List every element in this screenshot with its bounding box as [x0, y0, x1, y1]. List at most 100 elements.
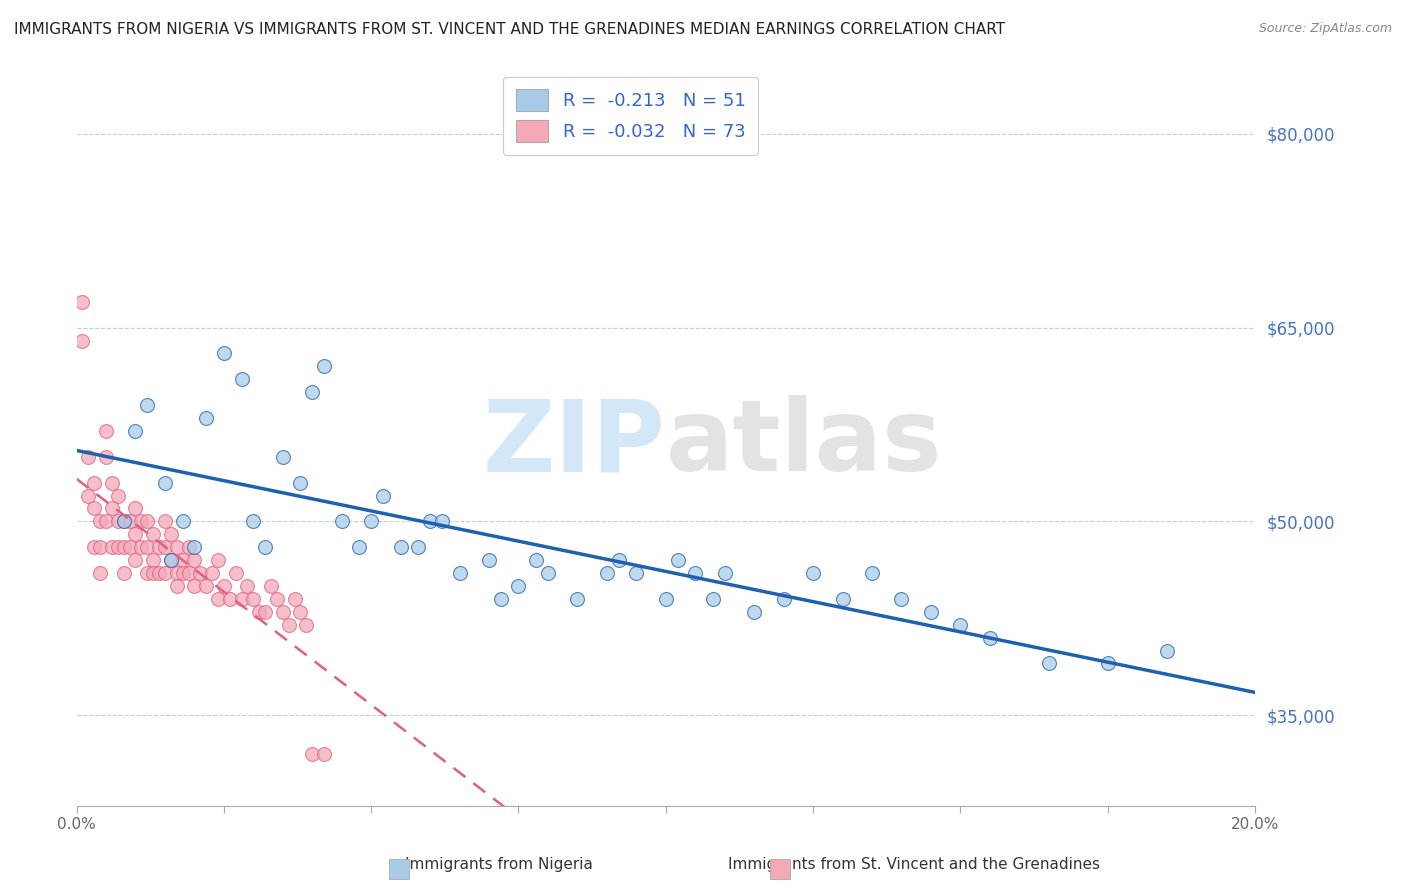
Point	[172, 515, 194, 529]
Point	[177, 540, 200, 554]
Point	[408, 540, 430, 554]
Text: ZIP: ZIP	[482, 395, 666, 492]
Point	[231, 372, 253, 386]
Point	[107, 515, 129, 529]
Point	[266, 591, 288, 606]
Point	[371, 489, 394, 503]
Point	[890, 591, 912, 606]
Point	[72, 294, 94, 309]
Point	[242, 591, 264, 606]
Point	[537, 566, 560, 580]
Point	[212, 579, 235, 593]
Point	[271, 450, 294, 464]
Point	[183, 540, 205, 554]
Point	[188, 566, 211, 580]
Point	[124, 553, 146, 567]
Point	[101, 475, 124, 490]
Point	[655, 591, 678, 606]
Point	[77, 489, 100, 503]
Point	[772, 591, 794, 606]
Point	[153, 515, 176, 529]
Point	[94, 515, 117, 529]
Point	[713, 566, 735, 580]
Point	[212, 346, 235, 360]
Point	[131, 540, 153, 554]
Text: Immigrants from St. Vincent and the Grenadines: Immigrants from St. Vincent and the Gren…	[728, 857, 1099, 872]
Point	[1097, 657, 1119, 671]
Point	[142, 566, 165, 580]
Point	[801, 566, 824, 580]
Point	[160, 553, 183, 567]
Point	[666, 553, 689, 567]
Point	[89, 515, 111, 529]
Point	[290, 475, 312, 490]
Point	[360, 515, 382, 529]
Point	[419, 515, 441, 529]
Point	[112, 515, 135, 529]
Point	[596, 566, 619, 580]
Point	[231, 591, 253, 606]
Point	[183, 579, 205, 593]
Point	[153, 540, 176, 554]
Point	[524, 553, 547, 567]
Text: Source: ZipAtlas.com: Source: ZipAtlas.com	[1258, 22, 1392, 36]
Point	[101, 501, 124, 516]
Point	[349, 540, 371, 554]
Point	[979, 631, 1001, 645]
Point	[236, 579, 259, 593]
Point	[160, 527, 183, 541]
Text: Immigrants from Nigeria: Immigrants from Nigeria	[405, 857, 593, 872]
Point	[94, 450, 117, 464]
Point	[124, 501, 146, 516]
Point	[254, 540, 277, 554]
Point	[430, 515, 453, 529]
Point	[225, 566, 247, 580]
Point	[142, 527, 165, 541]
Point	[831, 591, 853, 606]
Point	[683, 566, 706, 580]
Point	[626, 566, 648, 580]
Point	[124, 527, 146, 541]
Point	[242, 515, 264, 529]
Point	[83, 540, 105, 554]
Point	[207, 591, 229, 606]
Point	[195, 579, 218, 593]
Point	[142, 553, 165, 567]
Point	[77, 450, 100, 464]
Point	[277, 617, 299, 632]
Point	[177, 566, 200, 580]
Point	[489, 591, 512, 606]
Point	[172, 553, 194, 567]
Point	[312, 747, 335, 761]
Point	[183, 553, 205, 567]
Point	[118, 515, 141, 529]
Point	[107, 540, 129, 554]
Text: atlas: atlas	[666, 395, 942, 492]
Point	[860, 566, 883, 580]
Text: IMMIGRANTS FROM NIGERIA VS IMMIGRANTS FROM ST. VINCENT AND THE GRENADINES MEDIAN: IMMIGRANTS FROM NIGERIA VS IMMIGRANTS FR…	[14, 22, 1005, 37]
Point	[920, 605, 942, 619]
Point	[94, 424, 117, 438]
Point	[290, 605, 312, 619]
Point	[1038, 657, 1060, 671]
Point	[301, 747, 323, 761]
Point	[136, 398, 159, 412]
Legend: R =  -0.213   N = 51, R =  -0.032   N = 73: R = -0.213 N = 51, R = -0.032 N = 73	[503, 77, 758, 155]
Point	[72, 334, 94, 348]
Point	[742, 605, 765, 619]
Point	[153, 566, 176, 580]
Point	[112, 540, 135, 554]
Point	[312, 359, 335, 374]
Point	[112, 566, 135, 580]
Point	[118, 540, 141, 554]
Point	[508, 579, 530, 593]
Point	[702, 591, 724, 606]
Point	[148, 566, 170, 580]
Point	[389, 540, 412, 554]
Point	[195, 411, 218, 425]
Point	[153, 475, 176, 490]
Point	[218, 591, 240, 606]
Point	[148, 540, 170, 554]
Point	[284, 591, 307, 606]
Point	[124, 424, 146, 438]
